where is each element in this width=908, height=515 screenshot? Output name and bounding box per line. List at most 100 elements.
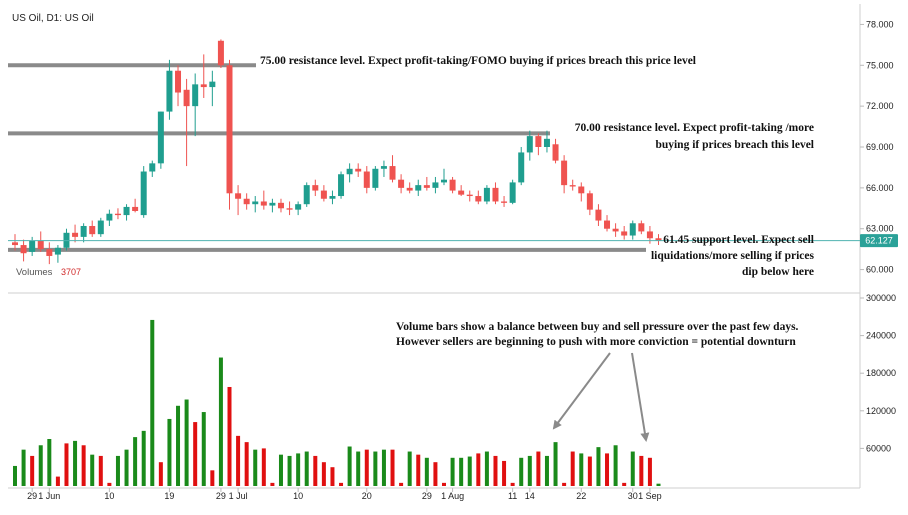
volume-bar[interactable]: [399, 482, 404, 486]
volume-bar[interactable]: [536, 451, 541, 486]
volume-bar[interactable]: [442, 482, 446, 486]
volume-bar[interactable]: [587, 456, 592, 486]
candle[interactable]: [604, 215, 611, 232]
volume-bar[interactable]: [656, 483, 661, 486]
volume-bar[interactable]: [433, 462, 438, 486]
volume-bar[interactable]: [261, 448, 266, 486]
candle[interactable]: [629, 220, 636, 240]
volume-bar[interactable]: [55, 476, 60, 486]
candle[interactable]: [638, 220, 645, 235]
volume-bar[interactable]: [210, 470, 215, 486]
candle[interactable]: [166, 59, 173, 120]
candle[interactable]: [423, 176, 430, 191]
volume-bar[interactable]: [519, 457, 524, 486]
volume-bar[interactable]: [21, 449, 26, 486]
volume-bar[interactable]: [253, 449, 258, 486]
candle[interactable]: [12, 234, 18, 251]
candle[interactable]: [89, 220, 96, 237]
volume-bar[interactable]: [373, 451, 378, 486]
candle[interactable]: [492, 182, 499, 205]
candle[interactable]: [20, 239, 27, 262]
candle[interactable]: [260, 190, 267, 210]
volume-bar[interactable]: [270, 482, 275, 486]
candle[interactable]: [483, 185, 490, 205]
volume-bar[interactable]: [424, 457, 429, 486]
candle[interactable]: [269, 198, 276, 213]
candle[interactable]: [621, 225, 628, 240]
volume-bar[interactable]: [90, 454, 95, 486]
volume-bar[interactable]: [158, 462, 163, 486]
candle[interactable]: [320, 185, 327, 202]
candle[interactable]: [157, 111, 164, 169]
candle[interactable]: [209, 70, 216, 107]
candle[interactable]: [346, 163, 353, 183]
volume-axis[interactable]: 60000 120000 180000 240000 300000: [860, 293, 896, 453]
volume-bars[interactable]: [13, 319, 661, 486]
volume-bar[interactable]: [630, 451, 635, 486]
volume-bar[interactable]: [450, 457, 455, 486]
candle[interactable]: [140, 166, 147, 218]
candle[interactable]: [183, 78, 190, 167]
volume-bar[interactable]: [124, 449, 129, 486]
candle[interactable]: [72, 224, 79, 243]
volume-bar[interactable]: [107, 482, 112, 486]
volume-bar[interactable]: [364, 449, 369, 486]
candle[interactable]: [286, 201, 293, 216]
candle[interactable]: [329, 190, 336, 205]
volume-bar[interactable]: [647, 457, 652, 486]
volume-bar[interactable]: [407, 451, 412, 486]
volume-bar[interactable]: [390, 449, 395, 486]
candle[interactable]: [586, 190, 593, 216]
volume-bar[interactable]: [416, 454, 421, 486]
candle[interactable]: [46, 242, 53, 265]
candle[interactable]: [303, 182, 310, 207]
volume-bar[interactable]: [502, 460, 507, 486]
volume-bar[interactable]: [321, 462, 326, 486]
candle[interactable]: [54, 245, 61, 263]
volume-bar[interactable]: [38, 445, 43, 486]
candle[interactable]: [123, 204, 130, 221]
volume-bar[interactable]: [133, 437, 138, 486]
volume-bar[interactable]: [459, 457, 464, 486]
volume-bar[interactable]: [115, 455, 120, 486]
volume-bar[interactable]: [13, 465, 17, 486]
volume-bar[interactable]: [484, 451, 489, 486]
candle[interactable]: [29, 236, 36, 256]
candle[interactable]: [501, 196, 508, 207]
volume-bar[interactable]: [201, 412, 206, 486]
time-axis[interactable]: 29 1 Jun 10 19 29 1 Jul 10 20 29 1 Aug 11 14 22 30 1 S…: [27, 488, 662, 501]
candle[interactable]: [226, 59, 233, 210]
candle[interactable]: [578, 182, 585, 202]
volume-bar[interactable]: [167, 418, 172, 486]
volume-bar[interactable]: [176, 405, 181, 486]
volume-bar[interactable]: [570, 451, 575, 486]
volume-bar[interactable]: [184, 399, 189, 486]
volume-bar[interactable]: [639, 455, 644, 486]
candle[interactable]: [295, 201, 302, 216]
volume-bar[interactable]: [287, 455, 292, 486]
candle[interactable]: [475, 190, 482, 205]
volume-bar[interactable]: [356, 451, 361, 486]
candle[interactable]: [432, 176, 439, 194]
candle[interactable]: [595, 204, 602, 226]
volume-bar[interactable]: [381, 449, 386, 486]
candle[interactable]: [192, 73, 199, 137]
candle[interactable]: [200, 54, 207, 98]
candle[interactable]: [149, 160, 156, 177]
candle[interactable]: [380, 160, 387, 177]
candle[interactable]: [235, 185, 242, 216]
candle[interactable]: [312, 179, 319, 197]
candle[interactable]: [132, 198, 139, 213]
volume-bar[interactable]: [562, 482, 567, 486]
volume-bar[interactable]: [544, 455, 549, 486]
candle[interactable]: [449, 176, 456, 194]
volume-bar[interactable]: [150, 319, 155, 486]
candle[interactable]: [415, 179, 422, 197]
volume-bar[interactable]: [193, 422, 198, 486]
candle[interactable]: [114, 208, 121, 220]
volume-bar[interactable]: [47, 439, 52, 486]
volume-bar[interactable]: [467, 456, 472, 486]
candle[interactable]: [355, 163, 362, 177]
candle[interactable]: [569, 179, 576, 191]
candle[interactable]: [543, 130, 550, 153]
